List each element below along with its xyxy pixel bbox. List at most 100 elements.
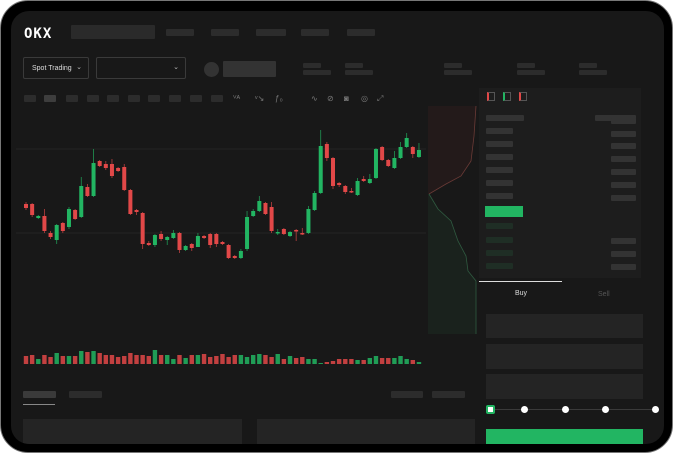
- volume-bar: [42, 355, 47, 364]
- candle-body: [367, 179, 372, 183]
- stat-value: [444, 70, 472, 75]
- candle-body: [257, 201, 262, 211]
- slider-handle[interactable]: [486, 405, 495, 414]
- volume-bar: [324, 362, 330, 364]
- timeframe-button[interactable]: [169, 95, 181, 102]
- volume-bar: [72, 356, 78, 364]
- nav-item[interactable]: [256, 29, 286, 36]
- indicator-icon[interactable]: ᵛ↘: [255, 94, 265, 103]
- volume-bar: [171, 359, 176, 364]
- volume-bar: [29, 355, 35, 364]
- timeframe-button[interactable]: [87, 95, 99, 102]
- bid-amount: [611, 251, 636, 257]
- bid-price: [486, 250, 513, 256]
- timeframe-button[interactable]: [211, 95, 223, 102]
- volume-bar: [177, 355, 182, 364]
- amount-input[interactable]: [486, 344, 643, 369]
- line-icon[interactable]: ∿: [311, 94, 318, 103]
- candle-body: [66, 209, 71, 227]
- timeframe-button[interactable]: [44, 95, 56, 102]
- candle-body: [226, 245, 231, 258]
- candle-body: [251, 211, 256, 216]
- slider-mark[interactable]: [521, 406, 528, 413]
- slider-track[interactable]: [491, 409, 659, 410]
- orderbook-header-price: [486, 115, 524, 121]
- slider-mark[interactable]: [652, 406, 659, 413]
- volume-bar: [189, 355, 194, 364]
- timeframe-button[interactable]: [66, 95, 78, 102]
- ask-amount: [611, 195, 636, 201]
- buy-button[interactable]: [486, 429, 643, 444]
- pair-dropdown[interactable]: ⌄: [96, 57, 186, 79]
- timeframe-button[interactable]: [24, 95, 36, 102]
- camera-icon[interactable]: ◙: [344, 94, 349, 103]
- pair-price: [223, 61, 276, 77]
- candlestick-chart[interactable]: [16, 106, 481, 391]
- candle-body: [177, 233, 182, 250]
- candle-body: [263, 203, 268, 214]
- volume-bar: [355, 360, 360, 364]
- bottom-action[interactable]: [432, 391, 465, 398]
- bottom-tab-active[interactable]: [23, 391, 56, 398]
- candle-body: [195, 236, 200, 247]
- okx-logo[interactable]: OKX: [24, 26, 53, 42]
- volume-bar: [48, 357, 53, 364]
- ask-price: [486, 180, 513, 186]
- ask-amount: [611, 118, 636, 124]
- candle-body: [312, 193, 317, 210]
- candle-body: [97, 161, 102, 166]
- timeframe-button[interactable]: [190, 95, 202, 102]
- volume-bar: [367, 358, 373, 364]
- volume-bar: [54, 353, 59, 364]
- timeframe-button[interactable]: [148, 95, 160, 102]
- nav-item[interactable]: [301, 29, 329, 36]
- bottom-tab-underline: [23, 404, 55, 405]
- candle-body: [165, 237, 170, 240]
- tab-sell[interactable]: Sell: [598, 291, 610, 298]
- slider-mark[interactable]: [562, 406, 569, 413]
- candle-body: [30, 204, 35, 215]
- candle-body: [183, 246, 188, 250]
- volume-bar: [257, 354, 262, 364]
- screen: OKX Spot Trading ⌄ ⌄ ⱽᴬ ᵛ↘ ƒ₀ ∿ ⊘ ◙ ◎ ⤢ Buy Sel…: [11, 11, 664, 444]
- indicator-icon[interactable]: ⱽᴬ: [233, 94, 241, 103]
- volume-bar: [373, 356, 379, 364]
- volume-bar: [109, 355, 115, 364]
- candle-body: [85, 187, 90, 196]
- search-placeholder[interactable]: [71, 25, 155, 39]
- volume-bar: [398, 356, 403, 364]
- stat-value: [579, 70, 607, 75]
- candle-body: [392, 158, 397, 168]
- price-input[interactable]: [486, 314, 643, 338]
- timeframe-button[interactable]: [107, 95, 119, 102]
- orderbook-asks-icon[interactable]: [519, 92, 527, 101]
- volume-bar: [287, 356, 293, 364]
- candle-body: [91, 163, 96, 196]
- fullscreen-icon[interactable]: ⤢: [377, 94, 384, 103]
- tab-buy[interactable]: Buy: [515, 290, 528, 297]
- fx-icon[interactable]: ƒ₀: [275, 94, 283, 103]
- volume-bar: [244, 357, 250, 364]
- orderbook-both-icon[interactable]: [487, 92, 495, 101]
- settings-icon[interactable]: ◎: [361, 94, 368, 103]
- volume-bar: [183, 358, 188, 364]
- total-input[interactable]: [486, 374, 643, 399]
- volume-bar: [238, 355, 244, 364]
- mode-dropdown[interactable]: Spot Trading ⌄: [23, 57, 89, 79]
- bottom-tab[interactable]: [69, 391, 102, 398]
- nav-item[interactable]: [347, 29, 375, 36]
- bottom-action[interactable]: [391, 391, 423, 398]
- nav-item[interactable]: [166, 29, 194, 36]
- volume-bar: [122, 356, 127, 364]
- timeframe-button[interactable]: [128, 95, 140, 102]
- slider-mark[interactable]: [602, 406, 609, 413]
- orderbook-bids-icon[interactable]: [503, 92, 511, 101]
- bid-price: [486, 223, 513, 229]
- volume-bar: [201, 354, 207, 364]
- volume-bar: [195, 355, 201, 364]
- candle-body: [220, 242, 225, 244]
- volume-bar: [281, 359, 287, 364]
- nav-item[interactable]: [211, 29, 239, 36]
- pencil-icon[interactable]: ⊘: [327, 94, 334, 103]
